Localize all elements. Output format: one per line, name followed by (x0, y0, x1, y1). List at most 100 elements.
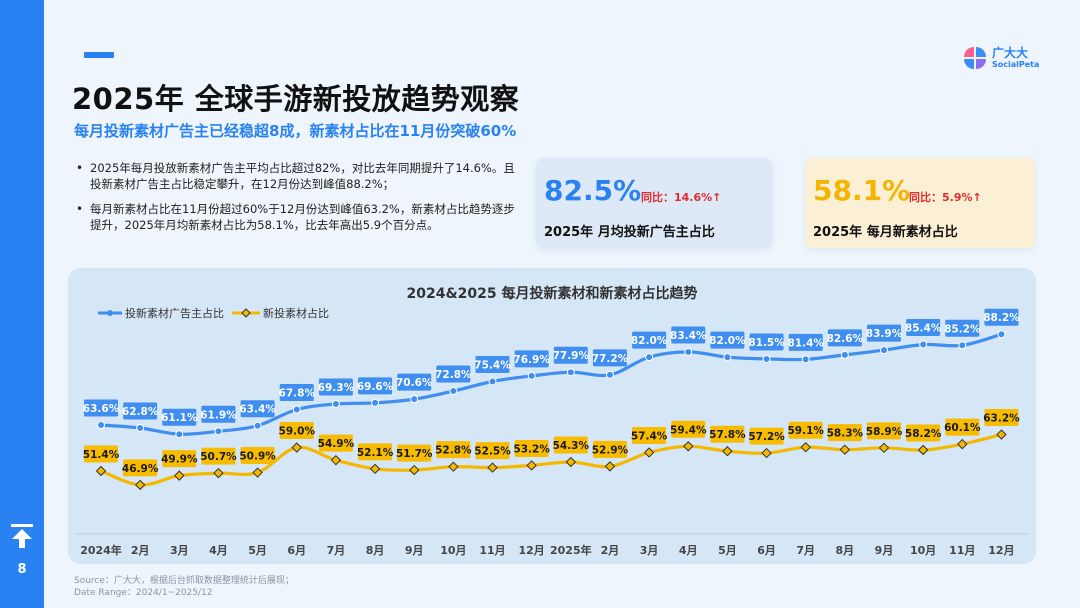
data-label: 60.1% (944, 422, 981, 434)
date-range-line: Date Range：2024/1~2025/12 (74, 588, 213, 598)
data-point (174, 470, 185, 481)
data-point (291, 442, 302, 453)
data-point (801, 355, 810, 364)
data-label: 50.7% (200, 451, 237, 463)
data-label-box (514, 350, 549, 368)
data-label-box (123, 459, 158, 477)
data-label: 81.5% (748, 337, 785, 349)
data-label: 54.3% (553, 440, 590, 452)
data-point (878, 442, 890, 454)
data-label: 85.2% (944, 323, 981, 335)
left-sidebar-bar (0, 0, 44, 608)
chart-title: 2024&2025 每月投新素材和新素材占比趋势 (406, 286, 698, 302)
data-label-box (123, 402, 158, 420)
data-point (605, 370, 614, 379)
x-tick-label: 6月 (287, 544, 306, 557)
data-label-box (514, 439, 549, 457)
data-label-box (984, 409, 1019, 427)
bullet-text: 2025年每月投放新素材广告主平均占比超过82%，对比去年同期提升了14.6%。… (90, 161, 515, 191)
x-tick-label: 11月 (479, 544, 505, 557)
x-tick-label: 3月 (170, 544, 189, 557)
back-to-top-icon[interactable] (10, 523, 34, 549)
data-label: 82.0% (631, 335, 668, 347)
data-point (214, 427, 223, 436)
page-subtitle: 每月投新素材广告主已经稳超8成，新素材占比在11月份突破60% (74, 122, 517, 140)
data-point (408, 464, 420, 476)
data-label-box (240, 400, 275, 418)
bullet-list: • 2025年每月投放新素材广告主平均占比超过82%，对比去年同期提升了14.6… (76, 160, 526, 242)
legend-line-icon (98, 310, 122, 316)
legend-item-new-creative-ratio[interactable]: 新投素材占比 (232, 305, 329, 321)
data-point (643, 447, 655, 458)
data-label: 88.2% (983, 312, 1020, 324)
data-point (997, 330, 1006, 339)
bullet-text: 每月新素材占比在11月份超过60%于12月份达到峰值63.2%，新素材占比趋势逐… (90, 202, 515, 232)
data-point (95, 465, 107, 477)
data-label: 63.4% (239, 404, 276, 416)
data-label: 77.2% (592, 353, 629, 365)
data-point (996, 429, 1007, 440)
x-tick-label: 9月 (405, 544, 424, 557)
x-tick-label: 12月 (518, 544, 544, 557)
legend-item-advertiser-ratio[interactable]: 投新素材广告主占比 (98, 305, 224, 321)
kpi-value: 58.1% (813, 174, 911, 207)
data-point (136, 423, 145, 432)
data-label: 58.3% (827, 428, 864, 440)
data-point (371, 398, 380, 407)
data-point (645, 353, 654, 362)
data-label: 70.6% (396, 377, 433, 389)
data-label-box (397, 373, 432, 391)
data-label-box (436, 441, 471, 459)
data-point (761, 447, 772, 459)
data-label-box (475, 355, 510, 373)
data-point (917, 444, 929, 456)
x-tick-label: 8月 (836, 544, 855, 557)
data-point (919, 340, 928, 349)
x-tick-label: 2025年 (550, 543, 592, 557)
data-label-box (318, 378, 353, 396)
x-tick-label: 3月 (640, 544, 659, 557)
data-label: 59.0% (279, 426, 316, 438)
legend-label: 投新素材广告主占比 (125, 307, 224, 320)
data-label: 61.1% (161, 412, 198, 424)
data-label: 77.9% (553, 350, 590, 362)
x-tick-label: 9月 (875, 544, 894, 557)
x-tick-label: 4月 (209, 544, 228, 557)
data-label: 63.6% (83, 403, 120, 415)
data-label-box (240, 447, 275, 465)
data-label-box (788, 333, 823, 351)
data-point (762, 354, 771, 363)
kpi-card-advertiser-ratio: 82.5% 同比：14.6%↑ 2025年 月均投新广告主占比 (536, 158, 772, 248)
data-label: 57.4% (631, 430, 668, 442)
data-label: 61.9% (200, 409, 237, 421)
data-point (410, 395, 419, 404)
data-label-box (906, 319, 941, 337)
x-tick-label: 6月 (757, 544, 776, 557)
x-tick-label: 2月 (131, 544, 150, 557)
bullet-item: • 2025年每月投放新素材广告主平均占比超过82%，对比去年同期提升了14.6… (76, 160, 526, 192)
data-point (722, 446, 733, 457)
data-point (292, 405, 301, 414)
data-label-box (358, 443, 393, 461)
x-tick-label: 2月 (601, 544, 620, 557)
data-label-box (553, 346, 588, 364)
source-line: Source：广大大，根据后台抓取数据整理统计后展现； (74, 576, 294, 586)
data-label: 53.2% (513, 443, 550, 455)
title-accent-bar (84, 52, 114, 58)
data-label: 81.4% (787, 337, 824, 349)
data-label: 54.9% (318, 438, 355, 450)
data-label: 46.9% (122, 463, 159, 475)
x-tick-label: 5月 (248, 544, 267, 557)
data-label: 69.6% (357, 381, 394, 393)
bullet-marker: • (76, 202, 84, 216)
x-tick-label: 8月 (366, 544, 385, 557)
data-point (840, 350, 849, 359)
data-label-box (201, 405, 236, 423)
data-point (487, 462, 498, 473)
data-point (330, 454, 342, 466)
kpi-value: 82.5% (544, 174, 642, 207)
data-point (958, 341, 967, 350)
data-label-box (671, 326, 706, 344)
data-label: 82.0% (709, 335, 746, 347)
data-point (880, 346, 888, 355)
